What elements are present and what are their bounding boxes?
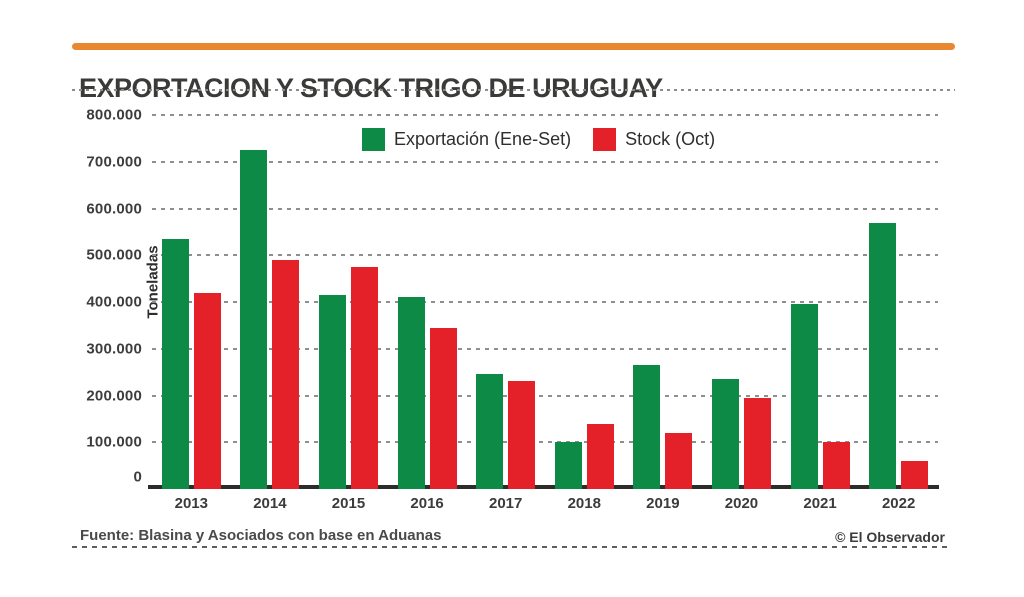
x-axis-label-2015: 2015 xyxy=(331,495,366,512)
bar-group-2014 xyxy=(231,115,310,489)
bar-group-2018 xyxy=(545,115,624,489)
chart-title: EXPORTACION Y STOCK TRIGO DE URUGUAY xyxy=(79,73,663,104)
y-tick-label: 800.000 xyxy=(86,106,142,124)
bar-2014-exportacion xyxy=(240,150,268,489)
bar-2015-stock xyxy=(350,266,378,489)
bar-2016-stock xyxy=(429,327,457,489)
source-note: Fuente: Blasina y Asociados con base en … xyxy=(80,527,442,544)
x-axis-label-2014: 2014 xyxy=(253,495,287,512)
legend-label: Exportación (Ene-Set) xyxy=(394,129,572,149)
legend-item: Exportación (Ene-Set) xyxy=(362,128,571,151)
bar-group-2016 xyxy=(388,115,467,489)
bar-2018-stock xyxy=(586,423,614,489)
plot-area: 0 100.000 200.000 300.000 400.000 500.000 600.… xyxy=(86,107,939,489)
bar-2022-exportacion xyxy=(869,222,897,489)
bar-group-2020 xyxy=(702,115,781,489)
x-axis-label-2016: 2016 xyxy=(410,495,444,512)
bar-2019-exportacion xyxy=(633,365,661,489)
x-axis-label-2017: 2017 xyxy=(488,495,523,512)
legend-label: Stock (Oct) xyxy=(625,129,716,149)
bar-group-2015 xyxy=(309,115,388,489)
bar-2013-stock xyxy=(193,292,221,489)
legend-swatch xyxy=(593,128,617,151)
bar-2017-stock xyxy=(508,381,536,489)
bar-2018-exportacion xyxy=(554,442,582,489)
bar-2015-exportacion xyxy=(318,295,346,489)
x-axis-baseline xyxy=(148,485,939,489)
y-tick-label: 500.000 xyxy=(86,246,142,264)
bar-2014-stock xyxy=(272,259,300,489)
gridline-600.000 xyxy=(152,207,938,210)
y-tick-label: 0 xyxy=(133,468,142,486)
bar-2020-exportacion xyxy=(711,379,739,489)
gridline-200.000 xyxy=(152,394,938,397)
bar-2022-stock xyxy=(901,460,929,489)
gridline-800.000 xyxy=(152,114,938,116)
y-tick-label: 400.000 xyxy=(86,293,142,311)
gridline-400.000 xyxy=(152,301,938,303)
bar-group-2013 xyxy=(152,115,231,489)
x-axis-label-2021: 2021 xyxy=(803,495,837,512)
legend-item: Stock (Oct) xyxy=(593,128,715,151)
chart-legend: Exportación (Ene-Set) Stock (Oct) xyxy=(362,128,715,151)
bar-2017-exportacion xyxy=(476,374,504,489)
y-tick-label: 600.000 xyxy=(86,200,142,217)
y-tick-label: 100.000 xyxy=(86,433,142,451)
bar-2013-exportacion xyxy=(161,238,189,489)
copyright-credit: © El Observador xyxy=(835,529,945,545)
bar-groups xyxy=(152,115,938,489)
x-axis-label-2020: 2020 xyxy=(724,495,759,512)
gridline-700.000 xyxy=(152,160,938,163)
gridline-100.000 xyxy=(152,441,938,444)
x-axis-label-2018: 2018 xyxy=(567,495,601,512)
x-axis-label-2022: 2022 xyxy=(881,495,916,512)
x-axis-labels: 2013 2014 2015 2016 2017 2018 2019 2020 2021 2022 xyxy=(152,495,938,512)
accent-bar xyxy=(72,43,955,50)
gridline-500.000 xyxy=(152,254,938,257)
bar-2020-stock xyxy=(743,397,771,489)
bar-2019-stock xyxy=(665,432,693,489)
y-tick-label: 200.000 xyxy=(86,387,142,404)
y-tick-label: 700.000 xyxy=(86,153,142,171)
bar-group-2022 xyxy=(859,115,938,489)
x-axis-label-2013: 2013 xyxy=(174,495,208,512)
gridline-300.000 xyxy=(152,347,938,350)
footer-separator-dotted-line xyxy=(72,546,950,548)
legend-swatch xyxy=(362,128,385,151)
bar-2021-exportacion xyxy=(790,304,818,489)
bar-group-2019 xyxy=(624,115,703,489)
x-axis-label-2019: 2019 xyxy=(646,495,680,512)
title-separator-dotted-line xyxy=(72,89,955,91)
bar-group-2021 xyxy=(781,115,860,489)
bar-2021-stock xyxy=(822,442,850,489)
y-tick-label: 300.000 xyxy=(86,340,142,358)
bar-2016-exportacion xyxy=(397,297,425,489)
bar-group-2017 xyxy=(466,115,545,489)
